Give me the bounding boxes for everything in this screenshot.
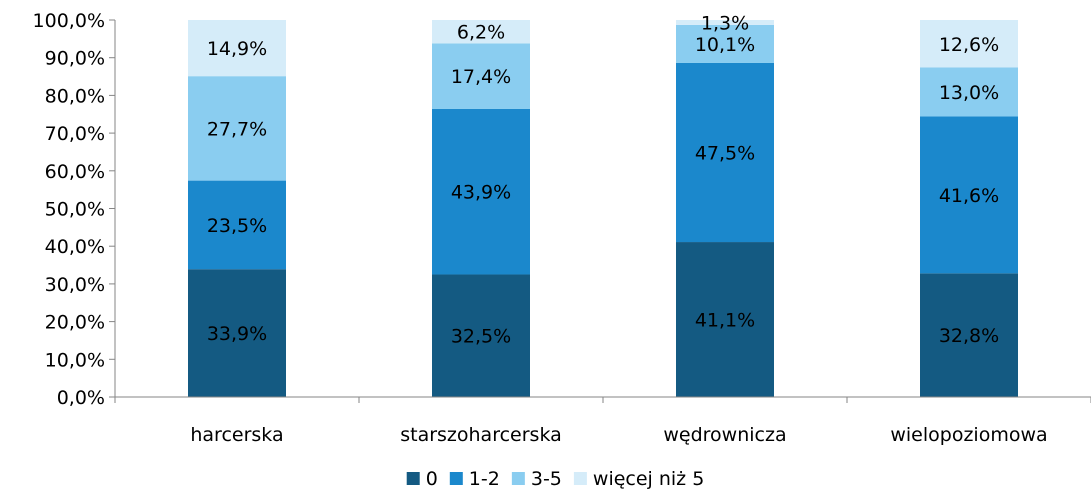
x-category-label: wędrownicza	[663, 424, 786, 446]
y-tick-label: 100,0%	[33, 10, 105, 32]
data-label: 12,6%	[939, 34, 999, 56]
legend-label: 1-2	[469, 468, 500, 490]
y-tick-label: 20,0%	[45, 312, 105, 334]
legend-item: 1-2	[450, 468, 500, 490]
x-category-label: harcerska	[190, 424, 283, 446]
legend-label: więcej niż 5	[593, 468, 704, 490]
bars	[188, 20, 1018, 397]
data-label: 43,9%	[451, 182, 511, 204]
y-tick-label: 90,0%	[45, 48, 105, 70]
legend-item: 3-5	[512, 468, 562, 490]
y-tick-label: 60,0%	[45, 161, 105, 183]
x-axis: harcerska starszoharcerska wędrownicza wiel…	[115, 397, 1091, 446]
data-label: 32,8%	[939, 325, 999, 347]
y-tick-label: 0,0%	[57, 387, 105, 409]
data-label: 41,1%	[695, 310, 755, 332]
data-label: 33,9%	[207, 323, 267, 345]
legend-label: 0	[426, 468, 438, 490]
data-label: 32,5%	[451, 326, 511, 348]
y-tick-label: 50,0%	[45, 199, 105, 221]
legend-swatch	[407, 472, 420, 485]
data-label: 6,2%	[457, 22, 505, 44]
y-tick-label: 10,0%	[45, 349, 105, 371]
legend: 0 1-2 3-5 więcej niż 5	[407, 468, 705, 490]
legend-item: 0	[407, 468, 438, 490]
y-axis: 0,0% 10,0% 20,0% 30,0% 40,0% 50,0% 60,0% 70,0% 8…	[33, 10, 115, 409]
data-label: 47,5%	[695, 143, 755, 165]
y-tick-label: 40,0%	[45, 236, 105, 258]
legend-item: więcej niż 5	[574, 468, 704, 490]
data-label: 10,1%	[695, 34, 755, 56]
y-tick-label: 80,0%	[45, 85, 105, 107]
data-label: 17,4%	[451, 66, 511, 88]
legend-label: 3-5	[531, 468, 562, 490]
data-label: 23,5%	[207, 215, 267, 237]
legend-swatch	[450, 472, 463, 485]
legend-swatch	[512, 472, 525, 485]
data-label: 27,7%	[207, 118, 267, 140]
data-label: 1,3%	[701, 12, 749, 34]
x-category-label: starszoharcerska	[400, 424, 562, 446]
y-tick-label: 70,0%	[45, 123, 105, 145]
y-tick-label: 30,0%	[45, 274, 105, 296]
data-label: 13,0%	[939, 82, 999, 104]
data-label: 14,9%	[207, 38, 267, 60]
data-labels: 33,9% 23,5% 27,7% 14,9% 32,5% 43,9% 17,4% 6,2% 4…	[207, 12, 999, 347]
legend-swatch	[574, 472, 587, 485]
x-category-label: wielopoziomowa	[890, 424, 1047, 446]
data-label: 41,6%	[939, 185, 999, 207]
